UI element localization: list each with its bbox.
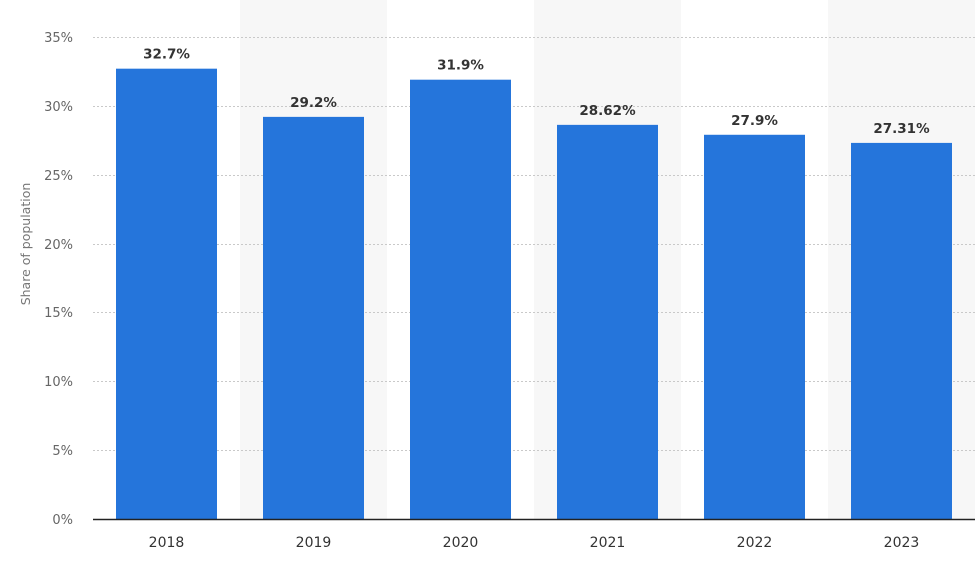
x-tick-label: 2023 (884, 535, 920, 551)
y-tick-label: 25% (44, 169, 73, 184)
y-tick-label: 0% (52, 513, 73, 528)
data-label: 27.9% (731, 113, 778, 129)
bar (410, 79, 511, 519)
bar (704, 134, 805, 519)
y-tick-label: 30% (44, 100, 73, 115)
x-tick-label: 2019 (296, 535, 332, 551)
y-tick-label: 5% (52, 444, 73, 459)
x-tick-label: 2022 (737, 535, 773, 551)
data-label: 32.7% (143, 47, 190, 63)
data-label: 31.9% (437, 58, 484, 74)
data-label: 29.2% (290, 95, 337, 111)
data-label: 27.31% (873, 121, 930, 137)
bar (263, 116, 364, 520)
data-label: 28.62% (579, 103, 636, 119)
x-tick-label: 2021 (590, 535, 626, 551)
y-tick-label: 35% (44, 31, 73, 46)
axis-layer: 0% 5% 10% 15% 20% 25% 30% 35% 2018 2019 2020 2021 20… (44, 31, 975, 551)
bar (557, 124, 658, 519)
label-layer: 32.7% 29.2% 31.9% 28.62% 27.9% 27.31% (143, 47, 930, 137)
y-tick-label: 20% (44, 238, 73, 253)
x-tick-label: 2018 (149, 535, 185, 551)
bar (851, 142, 952, 519)
x-tick-label: 2020 (443, 535, 479, 551)
y-tick-label: 15% (44, 306, 73, 321)
bar-layer (116, 68, 952, 520)
grid-layer (93, 37, 975, 451)
bar (116, 68, 217, 519)
y-axis-title: Share of population (18, 183, 33, 306)
y-tick-label: 10% (44, 375, 73, 390)
